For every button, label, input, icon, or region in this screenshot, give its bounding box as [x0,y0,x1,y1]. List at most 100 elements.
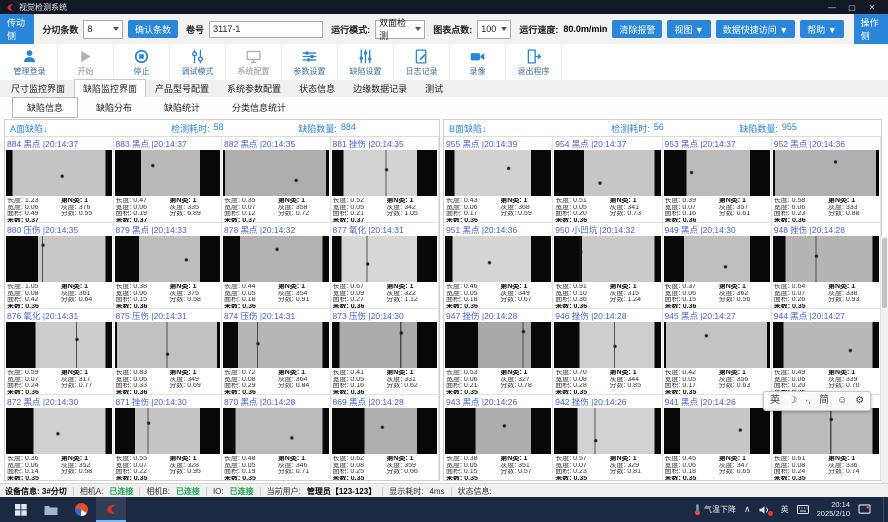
defect-thumbnail[interactable] [554,408,661,454]
defect-thumbnail[interactable] [445,322,552,368]
help-menu-button[interactable]: 帮助 ▼ [800,20,844,38]
defect-cell[interactable]: 947 挫伤 |20:14:28 长度: 0.53 宽度: 0.06 面积: 0.21… [444,309,554,395]
defect-thumbnail[interactable] [663,408,770,454]
confirm-count-button[interactable]: 确认条数 [128,20,179,38]
minimize-icon[interactable]: — [828,2,836,12]
defect-thumbnail[interactable] [772,150,879,196]
run-mode-select[interactable]: 双面检测 [375,18,426,41]
defect-thumbnail[interactable] [114,408,220,454]
weather-widget[interactable]: 气温下降 [694,503,736,516]
file-explorer-button[interactable] [36,497,66,522]
subtab-defect-distribution[interactable]: 缺陷分布 [96,103,133,113]
recording-button[interactable]: 录像 [450,44,506,80]
ime-emoji-icon[interactable]: ☺ [837,395,848,406]
touch-keyboard-icon[interactable] [796,505,809,514]
defect-cell[interactable]: 872 黑点 |20:14:30 长度: 0.36 宽度: 0.06 面积: 0.14… [5,395,114,480]
defect-thumbnail[interactable] [6,408,112,454]
defect-cell[interactable]: 942 挫伤 |20:14:26 长度: 0.57 宽度: 0.07 面积: 0.23… [553,395,663,480]
browser-button[interactable] [66,497,96,522]
defect-thumbnail[interactable] [6,236,112,282]
tab-test[interactable]: 测试 [425,84,444,94]
defect-cell[interactable]: 873 压伤 |20:14:30 长度: 0.41 宽度: 0.05 面积: 0.16… [330,309,439,395]
defect-thumbnail[interactable] [772,322,879,368]
subtab-defect-info[interactable]: 缺陷信息 [12,97,79,118]
defect-thumbnail[interactable] [554,236,661,282]
transmission-side-button[interactable]: 传动侧 [0,14,35,44]
defect-thumbnail[interactable] [223,150,329,196]
defect-cell[interactable]: 877 氧化 |20:14:31 长度: 0.67 宽度: 0.09 面积: 0.27… [330,223,439,309]
defect-cell[interactable]: 945 黑点 |20:14:27 长度: 0.42 宽度: 0.05 面积: 0.17… [662,309,772,395]
defect-thumbnail[interactable] [663,150,770,196]
defect-cell[interactable]: 953 黑点 |20:14:37 长度: 0.39 宽度: 0.07 面积: 0.16… [662,137,772,223]
slit-count-select[interactable]: 8 [83,19,124,39]
defect-cell[interactable]: 954 黑点 |20:14:37 长度: 0.51 宽度: 0.05 面积: 0.20… [553,137,663,223]
defect-thumbnail[interactable] [223,236,329,282]
windows-start-button[interactable] [6,497,36,522]
defect-thumbnail[interactable] [331,236,437,282]
defect-cell[interactable]: 952 黑点 |20:14:36 长度: 0.58 宽度: 0.06 面积: 0.23… [771,137,881,223]
defect-cell[interactable]: 875 压伤 |20:14:31 长度: 0.83 宽度: 0.06 面积: 0.33… [113,309,222,395]
data-quick-access-menu-button[interactable]: 数据快捷访问 ▼ [715,20,796,38]
defect-cell[interactable]: 871 挫伤 |20:14:30 长度: 0.55 宽度: 0.07 面积: 0.22… [114,395,222,480]
defect-thumbnail[interactable] [663,322,770,368]
defect-cell[interactable]: 884 黑点 |20:14:37 长度: 1.23 宽度: 0.06 面积: 0.49… [5,137,114,223]
tab-product-model-config[interactable]: 产品型号配置 [155,84,210,94]
ime-lang-indicator[interactable]: 英 [770,395,780,406]
defect-cell[interactable]: 955 黑点 |20:14:39 长度: 0.43 宽度: 0.06 面积: 0.17… [444,137,554,223]
admin-login-button[interactable]: 管理登录 [2,44,58,80]
defect-cell[interactable]: 882 黑点 |20:14:35 长度: 0.35 宽度: 0.07 面积: 0.12… [222,137,331,223]
defect-thumbnail[interactable] [445,408,552,454]
defect-cell[interactable]: 943 黑点 |20:14:26 长度: 0.38 宽度: 0.05 面积: 0.15… [444,395,554,480]
action-center-icon[interactable] [858,504,871,515]
param-settings-button[interactable]: 参数设置 [282,44,338,80]
defect-thumbnail[interactable] [445,150,552,196]
defect-thumbnail[interactable] [6,150,112,196]
defect-cell[interactable]: 948 挫伤 |20:14:28 长度: 0.64 宽度: 0.07 面积: 0.26… [771,223,881,309]
ime-toolbar[interactable]: 英 ☽ ·, 简 ☺ ⚙ [763,391,872,411]
taskbar-lang-indicator[interactable]: 英 [780,505,789,514]
tab-edge-data-record[interactable]: 边缘数据记录 [353,84,408,94]
show-desktop-button[interactable] [883,497,888,522]
defect-cell[interactable]: 880 压伤 |20:14:35 长度: 1.05 宽度: 0.08 面积: 0.42… [5,223,114,309]
volume-button[interactable] [759,503,773,516]
view-menu-button[interactable]: 视图 ▼ [667,20,711,38]
detection-app-taskbar-button[interactable] [96,497,126,522]
tab-status-info[interactable]: 状态信息 [299,84,336,94]
defect-cell[interactable]: 883 黑点 |20:14:37 长度: 0.47 宽度: 0.06 面积: 0.19… [113,137,222,223]
defect-thumbnail[interactable] [554,150,661,196]
defect-thumbnail[interactable] [331,322,437,368]
close-icon[interactable]: ✕ [868,2,876,12]
ime-gear-icon[interactable]: ⚙ [855,395,865,406]
defect-cell[interactable]: 879 黑点 |20:14:33 长度: 0.38 宽度: 0.06 面积: 0.15… [113,223,222,309]
defect-thumbnail[interactable] [331,408,437,454]
tray-expand-icon[interactable]: ∧ [744,504,751,514]
vertical-scrollbar[interactable] [881,236,888,522]
exit-program-button[interactable]: 退出程序 [506,44,562,80]
defect-thumbnail[interactable] [223,322,329,368]
defect-thumbnail[interactable] [772,408,879,454]
taskbar-clock[interactable]: 20:14 2025/2/10 [817,500,850,518]
defect-thumbnail[interactable] [6,322,112,368]
defect-thumbnail[interactable] [445,236,552,282]
defect-thumbnail[interactable] [114,236,220,282]
system-config-button[interactable]: 系统配置 [226,44,282,80]
defect-cell[interactable]: 946 挫伤 |20:14:28 长度: 0.70 宽度: 0.08 面积: 0.28… [553,309,663,395]
log-record-button[interactable]: 日志记录 [394,44,450,80]
defect-thumbnail[interactable] [114,150,220,196]
defect-thumbnail[interactable] [331,150,437,196]
roll-number-input[interactable] [209,20,324,38]
defect-thumbnail[interactable] [772,236,879,282]
defect-cell[interactable]: 951 黑点 |20:14:36 长度: 0.46 宽度: 0.05 面积: 0.18… [444,223,554,309]
tab-defect-monitor[interactable]: 缺陷监控界面 [74,79,147,98]
defect-cell[interactable]: 874 压伤 |20:14:31 长度: 0.72 宽度: 0.08 面积: 0.29… [222,309,331,395]
defect-cell[interactable]: 950 小凹坑 |20:14:32 长度: 0.91 宽度: 0.10 面积: 0.3… [553,223,663,309]
defect-thumbnail[interactable] [223,408,329,454]
defect-cell[interactable]: 870 黑点 |20:14:28 长度: 0.48 宽度: 0.05 面积: 0.19… [222,395,331,480]
ime-simplified-indicator[interactable]: 简 [819,395,830,406]
tab-system-param-config[interactable]: 系统参数配置 [227,84,282,94]
defect-cell[interactable]: 869 黑点 |20:14:28 长度: 0.62 宽度: 0.08 面积: 0.25… [331,395,439,480]
subtab-defect-statistics[interactable]: 缺陷统计 [164,103,201,113]
defect-cell[interactable]: 881 挫伤 |20:14:35 长度: 0.52 宽度: 0.05 面积: 0.21… [330,137,439,223]
panel-b-title[interactable]: B面缺陷↓ [449,123,487,134]
maximize-icon[interactable]: ▢ [848,2,856,12]
